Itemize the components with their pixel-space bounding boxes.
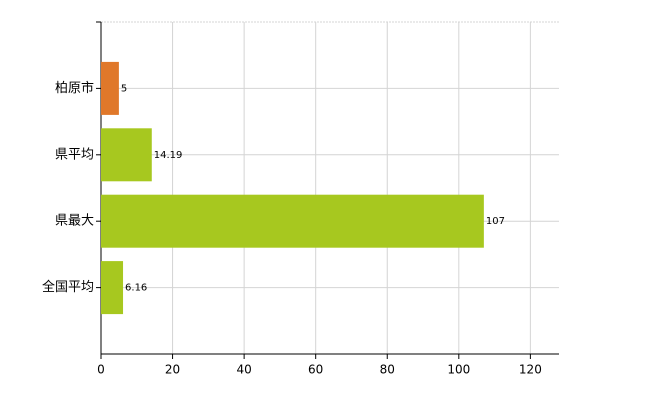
value-label: 14.19 (154, 150, 183, 161)
y-tick-label: 県最大 (55, 214, 94, 229)
x-tick-label: 0 (97, 363, 105, 377)
bar (101, 61, 119, 115)
bar (101, 261, 124, 315)
x-tick-label: 120 (519, 363, 542, 377)
bar (101, 128, 152, 182)
x-tick-label: 80 (380, 363, 395, 377)
y-tick-label: 県平均 (55, 147, 94, 162)
x-tick-label: 60 (308, 363, 323, 377)
y-tick-label: 全国平均 (42, 279, 94, 295)
value-label: 5 (121, 83, 127, 94)
y-tick-label: 柏原市 (55, 80, 94, 96)
value-label: 107 (486, 216, 505, 227)
x-tick-label: 100 (447, 363, 470, 377)
x-tick-label: 40 (236, 363, 251, 377)
bar (101, 194, 484, 248)
value-label: 6.16 (125, 283, 147, 294)
x-tick-label: 20 (165, 363, 180, 377)
